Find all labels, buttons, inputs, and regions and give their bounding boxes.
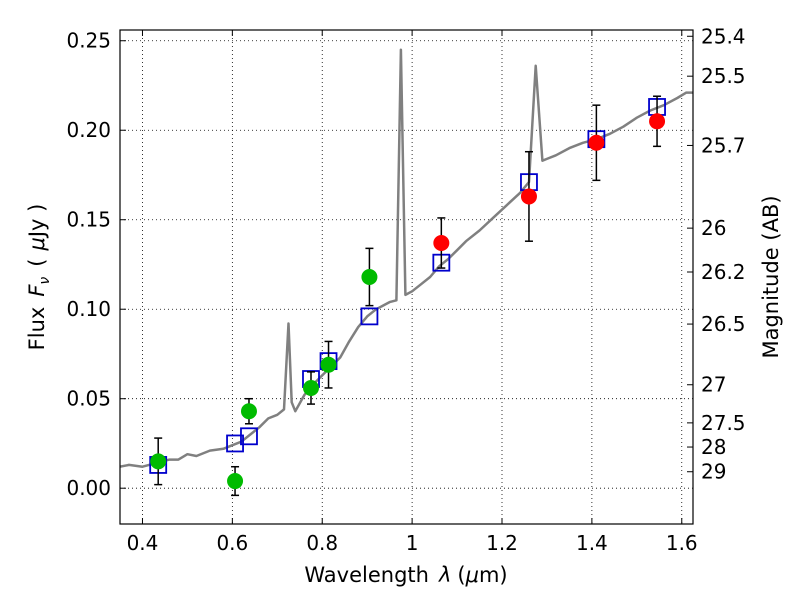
x-tick-label: 0.8 — [306, 531, 338, 555]
right-tick-label: 25.7 — [701, 133, 746, 157]
y-tick-label: 0.20 — [66, 118, 111, 142]
x-axis-label: Wavelength λ (μm) — [304, 563, 507, 587]
axis-ticks: 0.4 0.6 0.8 1 1.2 1.4 1.6 0.00 0.05 0.10 0.15 0.20 0… — [66, 24, 745, 555]
right-tick-label: 29 — [701, 460, 726, 484]
right-axis-label: Magnitude (AB) — [759, 195, 783, 358]
y-tick-label: 0.00 — [66, 476, 111, 500]
spectrum-line — [120, 48, 693, 468]
x-tick-label: 0.6 — [216, 531, 248, 555]
right-tick-label: 27.5 — [701, 411, 746, 435]
grid — [120, 30, 693, 524]
data-point — [303, 379, 319, 396]
data-point — [433, 234, 450, 251]
x-tick-label: 1.2 — [486, 531, 518, 555]
right-tick-label: 28 — [701, 435, 726, 459]
x-tick-label: 0.4 — [127, 531, 159, 555]
right-tick-label: 25.4 — [701, 24, 746, 48]
y-tick-label: 0.25 — [66, 29, 111, 53]
plot-area — [120, 48, 693, 497]
right-tick-label: 26.5 — [701, 312, 746, 336]
right-tick-label: 26 — [701, 216, 726, 240]
data-point — [150, 453, 167, 470]
y-tick-label: 0.15 — [66, 208, 111, 232]
model-square-marker — [360, 307, 379, 326]
model-square-marker — [240, 427, 258, 446]
data-point — [649, 113, 666, 130]
right-tick-label: 25.5 — [701, 64, 746, 88]
data-point — [361, 269, 378, 285]
y-tick-label: 0.05 — [66, 387, 111, 411]
data-point — [320, 356, 337, 373]
right-tick-label: 26.2 — [701, 260, 746, 284]
y-axis-label: FluxFν(μJy ) — [25, 204, 53, 351]
y-tick-label: 0.10 — [66, 297, 111, 321]
data-point — [588, 134, 605, 151]
x-tick-label: 1 — [406, 531, 419, 555]
plot-frame — [119, 29, 694, 525]
x-tick-label: 1.6 — [666, 531, 698, 555]
data-point — [520, 188, 537, 205]
right-tick-label: 27 — [701, 373, 726, 397]
data-point — [240, 403, 257, 420]
x-tick-label: 1.4 — [576, 531, 608, 555]
data-point — [227, 473, 244, 490]
